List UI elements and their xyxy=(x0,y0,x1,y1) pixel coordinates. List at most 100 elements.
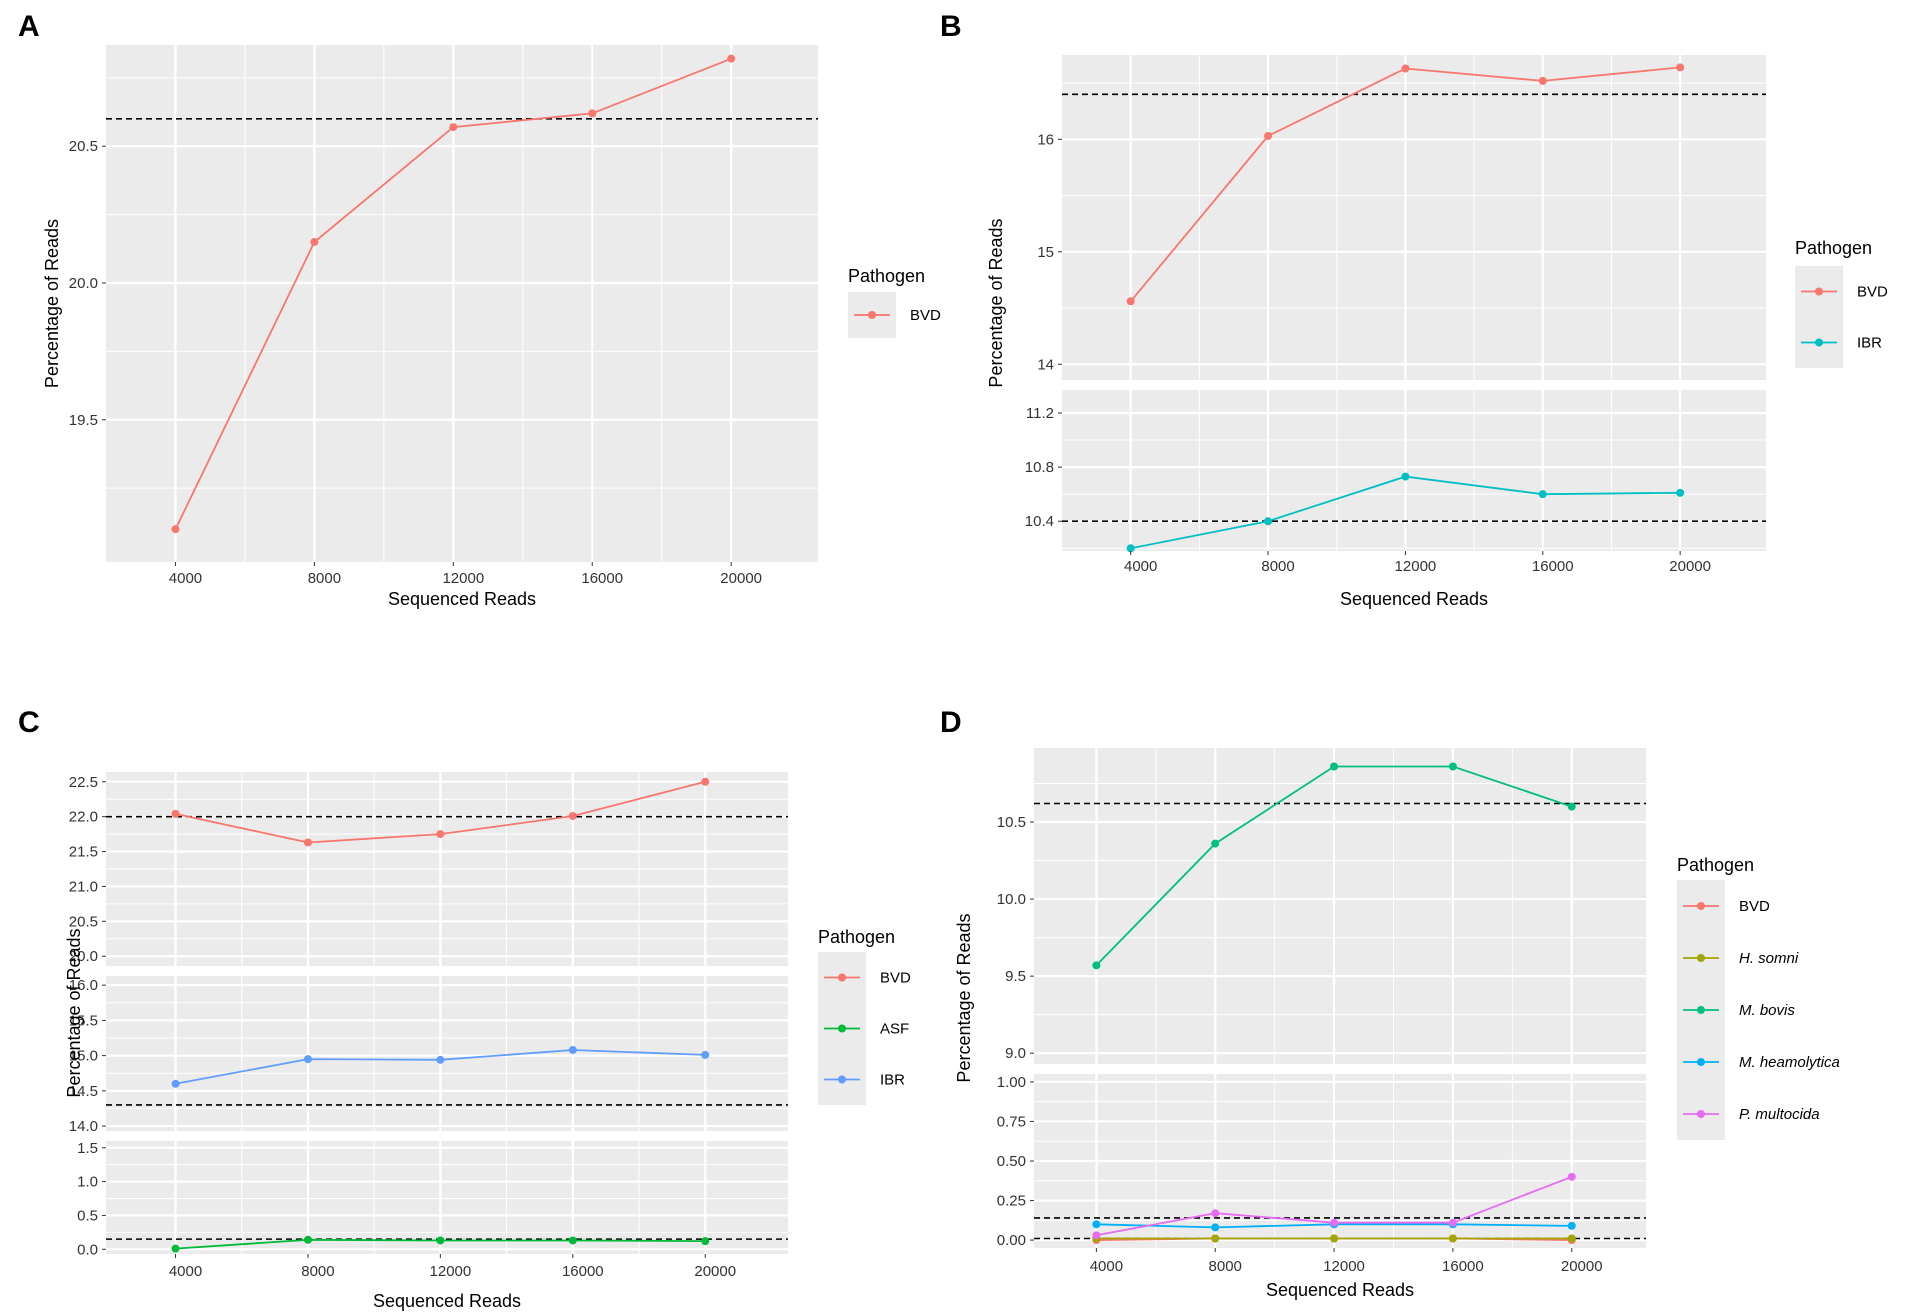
y-axis-title: Percentage of Reads xyxy=(954,913,974,1082)
y-axis-title: Percentage of Reads xyxy=(64,928,84,1097)
data-point xyxy=(171,1079,180,1088)
data-point xyxy=(436,1236,445,1245)
x-tick-label: 16000 xyxy=(1532,558,1574,575)
facet-1: 19.5 20.0 20.5 xyxy=(69,45,818,562)
x-tick-label: 12000 xyxy=(1323,1258,1365,1275)
legend-key-point xyxy=(1697,902,1705,910)
y-axis-title: Percentage of Reads xyxy=(986,218,1006,387)
y-tick-label: 10.5 xyxy=(997,814,1026,831)
legend-key-point xyxy=(1697,954,1705,962)
y-tick-label: 20.0 xyxy=(69,275,98,292)
data-point xyxy=(1211,1209,1220,1218)
x-tick-label: 20000 xyxy=(694,1263,736,1280)
data-point xyxy=(171,1244,180,1253)
legend-key-point xyxy=(1697,1110,1705,1118)
x-axis-title: Sequenced Reads xyxy=(373,1291,521,1311)
x-tick-label: 12000 xyxy=(430,1263,472,1280)
data-point xyxy=(1538,76,1547,85)
data-point xyxy=(1092,1231,1101,1240)
y-tick-label: 1.00 xyxy=(997,1074,1026,1091)
data-point xyxy=(303,1235,312,1244)
x-tick-label: 12000 xyxy=(442,570,484,587)
legend-item-label: BVD xyxy=(910,307,941,324)
legend-key-point xyxy=(1697,1006,1705,1014)
x-axis-title: Sequenced Reads xyxy=(388,589,536,609)
legend-item-label: BVD xyxy=(1857,284,1888,301)
legend-item-label: P. multocida xyxy=(1739,1106,1820,1123)
y-tick-label: 10.4 xyxy=(1025,513,1054,530)
y-tick-label: 10.0 xyxy=(997,891,1026,908)
panel-c: C 20.0 20.5 21.0 21.5 22.0 22.5 14.0 14.5 15.0 15.… xyxy=(18,706,911,1311)
legend-key-point xyxy=(868,311,876,319)
data-point xyxy=(1092,961,1101,970)
facet-1: 20.0 20.5 21.0 21.5 22.0 22.5 xyxy=(69,772,788,966)
data-point xyxy=(1330,1234,1339,1243)
y-tick-label: 19.5 xyxy=(69,412,98,429)
y-tick-label: 21.5 xyxy=(69,844,98,861)
panel-label: D xyxy=(940,706,962,739)
data-point xyxy=(1126,544,1135,553)
plot-background xyxy=(106,1141,788,1254)
x-tick-label: 4000 xyxy=(169,1263,202,1280)
x-tick-label: 4000 xyxy=(1090,1258,1123,1275)
data-point xyxy=(568,1236,577,1245)
data-point xyxy=(1567,802,1576,811)
x-tick-label: 8000 xyxy=(301,1263,334,1280)
data-point xyxy=(701,1237,710,1246)
facet-2: 14.0 14.5 15.0 15.5 16.0 xyxy=(69,976,788,1135)
x-tick-label: 20000 xyxy=(1561,1258,1603,1275)
x-tick-label: 4000 xyxy=(169,570,202,587)
data-point xyxy=(1264,517,1273,526)
facet-3: 0.0 0.5 1.0 1.5 xyxy=(77,1140,788,1258)
data-point xyxy=(727,54,736,63)
data-point xyxy=(701,1050,710,1059)
panel-label: C xyxy=(18,706,40,739)
data-point xyxy=(1448,1218,1457,1227)
y-tick-label: 9.0 xyxy=(1005,1045,1026,1062)
y-tick-label: 9.5 xyxy=(1005,968,1026,985)
y-tick-label: 0.25 xyxy=(997,1193,1026,1210)
facet-2: 10.4 10.8 11.2 xyxy=(1025,390,1766,553)
legend-key-point xyxy=(838,973,846,982)
data-point xyxy=(568,1045,577,1054)
data-point xyxy=(1676,488,1685,497)
data-point xyxy=(1126,297,1135,306)
panel-label: A xyxy=(18,10,40,43)
x-axis-title: Sequenced Reads xyxy=(1340,589,1488,609)
legend-item-label: IBR xyxy=(1857,335,1882,352)
y-tick-label: 11.2 xyxy=(1026,405,1054,422)
data-point xyxy=(1567,1172,1576,1181)
x-tick-label: 16000 xyxy=(562,1263,604,1280)
legend-title: Pathogen xyxy=(1795,238,1872,258)
data-point xyxy=(1567,1234,1576,1243)
data-point xyxy=(588,109,597,118)
y-tick-label: 20.5 xyxy=(69,138,98,155)
legend-item-label: H. somni xyxy=(1739,950,1799,967)
legend-key-point xyxy=(838,1024,846,1033)
data-point xyxy=(1092,1220,1101,1229)
panel-d: D 9.0 9.5 10.0 10.5 0.00 0.25 0.50 0.75 1.00 4000 8… xyxy=(940,706,1840,1300)
plot-background xyxy=(1062,390,1766,551)
y-tick-label: 15.0 xyxy=(69,1048,98,1065)
x-tick-label: 8000 xyxy=(1261,558,1294,575)
y-tick-label: 0.00 xyxy=(997,1232,1026,1249)
data-point xyxy=(310,237,319,246)
legend-item-label: M. bovis xyxy=(1739,1002,1795,1019)
data-point xyxy=(1211,839,1220,848)
plot-background xyxy=(106,45,818,562)
data-point xyxy=(1676,63,1685,72)
y-tick-label: 21.0 xyxy=(69,878,98,895)
y-tick-label: 1.5 xyxy=(77,1140,98,1157)
legend-item-label: BVD xyxy=(1739,898,1770,915)
data-point xyxy=(303,1055,312,1064)
y-axis-title: Percentage of Reads xyxy=(42,219,62,388)
facet-1: 9.0 9.5 10.0 10.5 xyxy=(997,748,1646,1064)
y-tick-label: 22.5 xyxy=(69,774,98,791)
legend-title: Pathogen xyxy=(848,266,925,286)
legend-item-label: M. heamolytica xyxy=(1739,1054,1840,1071)
data-point xyxy=(1567,1221,1576,1230)
data-point xyxy=(568,811,577,820)
legend: Pathogen BVD IBR xyxy=(1795,238,1888,368)
data-point xyxy=(171,525,180,534)
x-tick-label: 16000 xyxy=(581,570,623,587)
